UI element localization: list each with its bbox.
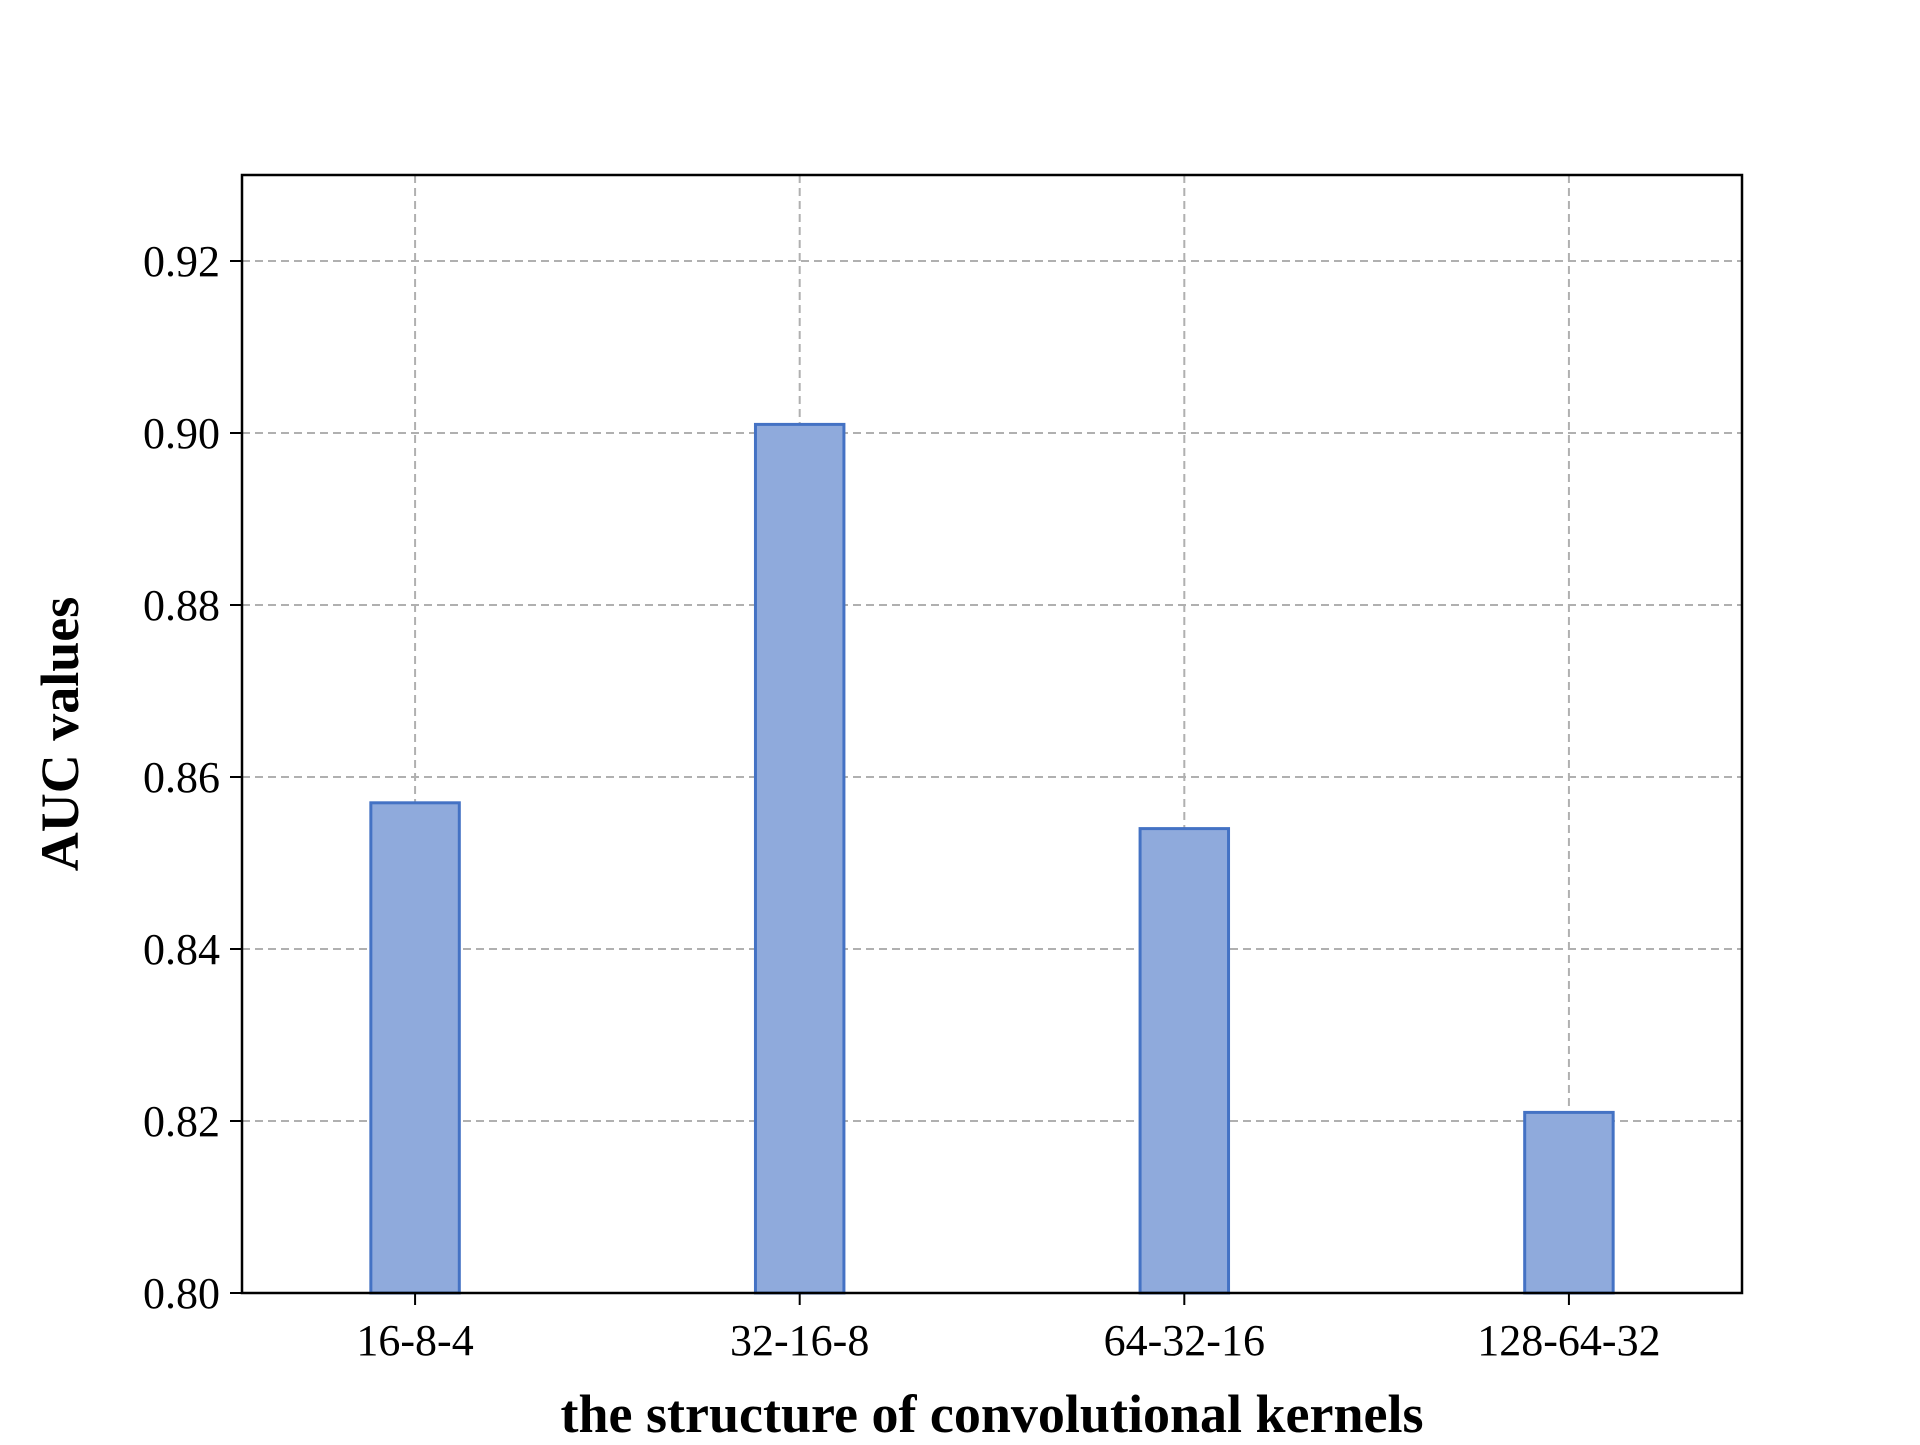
grid-lines (242, 175, 1742, 1293)
y-axis-label: AUC values (30, 597, 90, 872)
bars (369, 422, 1615, 1295)
y-tick-label: 0.90 (143, 409, 220, 458)
y-tick-label: 0.88 (143, 581, 220, 630)
x-tick-label: 128-64-32 (1477, 1316, 1660, 1365)
y-tick-label: 0.82 (143, 1097, 220, 1146)
y-axis-ticks: 0.80 0.82 0.84 0.86 0.88 0.90 0.92 (143, 237, 242, 1318)
bar-32-16-8 (753, 422, 846, 1295)
x-tick-label: 64-32-16 (1104, 1316, 1265, 1365)
x-tick-label: 32-16-8 (730, 1316, 869, 1365)
y-tick-label: 0.84 (143, 925, 220, 974)
y-tick-label: 0.92 (143, 237, 220, 286)
bar-128-64-32 (1523, 1110, 1615, 1295)
x-axis-label: the structure of convolutional kernels (561, 1384, 1424, 1440)
x-axis-ticks: 16-8-4 32-16-8 64-32-16 128-64-32 (356, 1293, 1661, 1365)
x-tick-label: 16-8-4 (356, 1316, 473, 1365)
y-tick-label: 0.86 (143, 753, 220, 802)
plot-frame (240, 173, 1744, 1295)
bar-16-8-4 (369, 801, 461, 1295)
bar-64-32-16 (1138, 827, 1231, 1295)
y-tick-label: 0.80 (143, 1269, 220, 1318)
